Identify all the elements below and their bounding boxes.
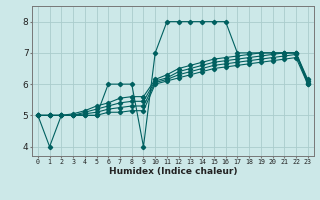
X-axis label: Humidex (Indice chaleur): Humidex (Indice chaleur): [108, 167, 237, 176]
